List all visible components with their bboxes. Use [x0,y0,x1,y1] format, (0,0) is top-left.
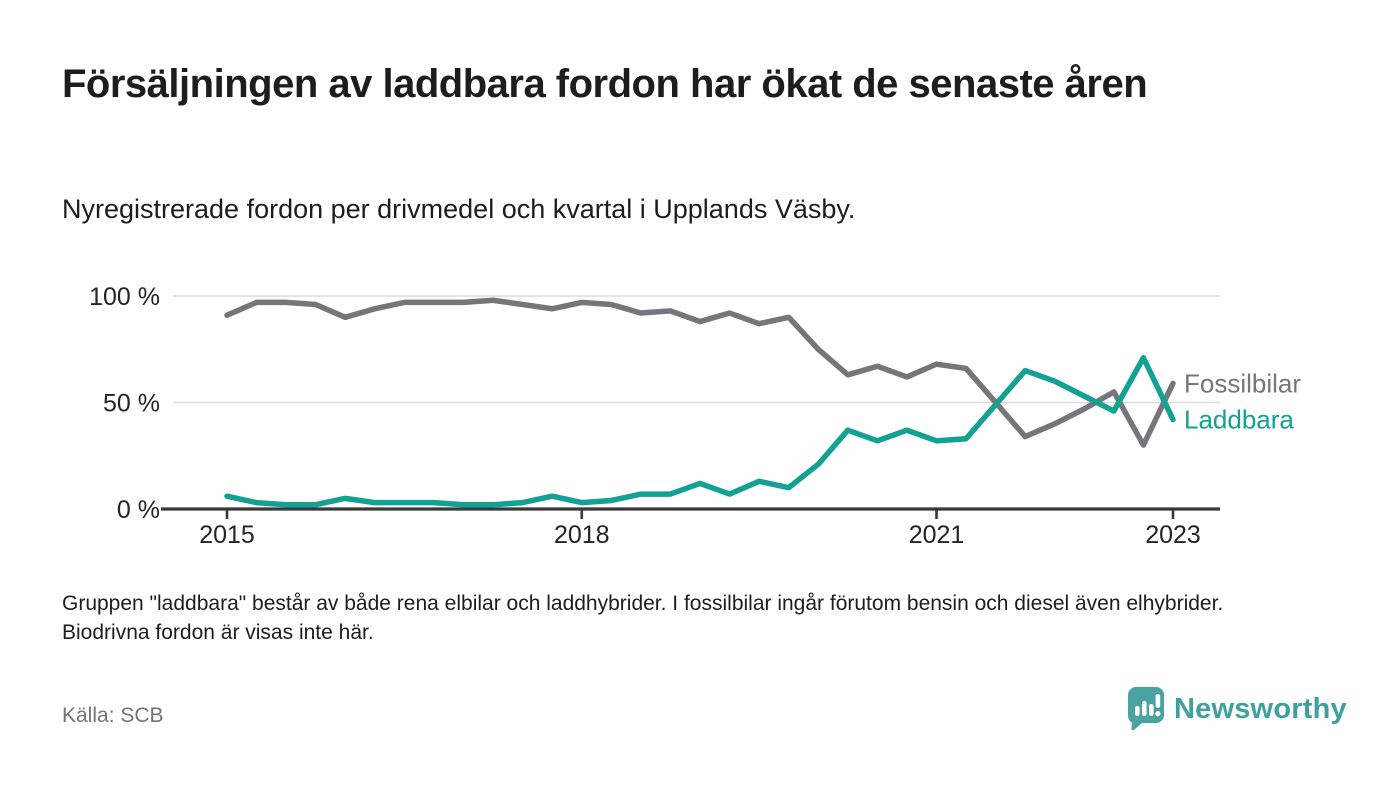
speech-bubble-bar-chart-icon [1128,687,1164,731]
series-label-laddbara: Laddbara [1184,405,1294,435]
x-tick-label-2021: 2021 [909,521,965,549]
series-line-laddbara [224,355,1176,508]
chart-subtitle: Nyregistrerade fordon per drivmedel och … [62,194,856,224]
x-tick-label-2018: 2018 [554,521,610,549]
y-tick-label-0: 0 % [117,496,160,524]
x-tick-label-2015: 2015 [199,521,255,549]
logo-wordmark: Newsworthy [1174,692,1347,725]
source-label: Källa: SCB [62,704,164,727]
y-tick-label-100: 100 % [89,283,160,311]
y-tick-label-50: 50 % [103,390,160,418]
series-label-fossilbilar: Fossilbilar [1184,368,1301,398]
x-tick-label-2023: 2023 [1145,521,1201,549]
series-line-fossilbilar [224,297,1176,448]
chart-footnote: Gruppen "laddbara" består av både rena e… [62,592,1224,644]
page-title: Försäljningen av laddbara fordon har öka… [62,62,1148,106]
newsworthy-logo: Newsworthy [1128,687,1347,731]
